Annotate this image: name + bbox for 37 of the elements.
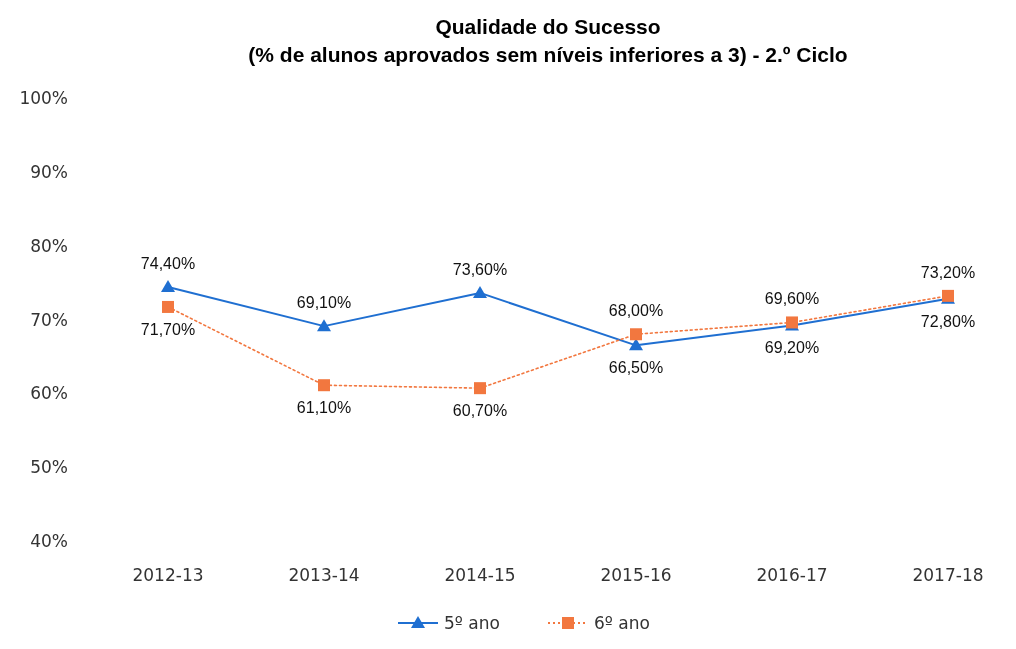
data-label: 68,00% bbox=[608, 302, 664, 320]
x-tick-label: 2014-15 bbox=[444, 565, 516, 585]
data-label: 71,70% bbox=[140, 320, 196, 338]
data-label: 73,60% bbox=[452, 260, 508, 278]
data-label: 69,60% bbox=[764, 290, 820, 308]
y-tick-label: 70% bbox=[30, 309, 68, 330]
y-tick-label: 40% bbox=[30, 531, 68, 551]
point bbox=[474, 382, 486, 395]
point bbox=[162, 300, 174, 313]
x-tick-label: 2016-17 bbox=[756, 565, 828, 585]
data-label: 74,40% bbox=[140, 255, 196, 273]
x-tick-label: 2012-13 bbox=[132, 565, 204, 585]
data-label: 69,20% bbox=[764, 339, 820, 357]
data-label: 73,20% bbox=[920, 263, 976, 281]
y-tick-label: 80% bbox=[30, 235, 68, 256]
data-label: 61,10% bbox=[296, 399, 352, 417]
point bbox=[473, 285, 487, 298]
chart-subtitle: (% de alunos aprovados sem níveis inferiores a 3) - 2.º Ciclo bbox=[248, 43, 848, 66]
chart-title: Qualidade do Sucesso bbox=[435, 15, 661, 38]
data-label: 72,80% bbox=[920, 312, 976, 330]
x-tick-label: 2017-18 bbox=[912, 565, 984, 585]
y-tick-label: 90% bbox=[30, 161, 68, 182]
point bbox=[161, 280, 175, 293]
y-tick-label: 50% bbox=[30, 457, 68, 478]
data-label: 69,10% bbox=[296, 294, 352, 312]
point bbox=[629, 338, 643, 351]
y-tick-label: 60% bbox=[30, 383, 68, 404]
x-tick-label: 2015-16 bbox=[600, 565, 672, 585]
data-label: 66,50% bbox=[608, 359, 664, 377]
point bbox=[317, 319, 331, 332]
legend-label: 5º ano bbox=[444, 613, 500, 633]
y-tick-label: 100% bbox=[19, 88, 68, 108]
point bbox=[318, 379, 330, 392]
legend-label: 6º ano bbox=[594, 613, 650, 633]
data-label: 60,70% bbox=[452, 402, 508, 420]
x-tick-label: 2013-14 bbox=[288, 565, 360, 585]
point bbox=[630, 328, 642, 341]
